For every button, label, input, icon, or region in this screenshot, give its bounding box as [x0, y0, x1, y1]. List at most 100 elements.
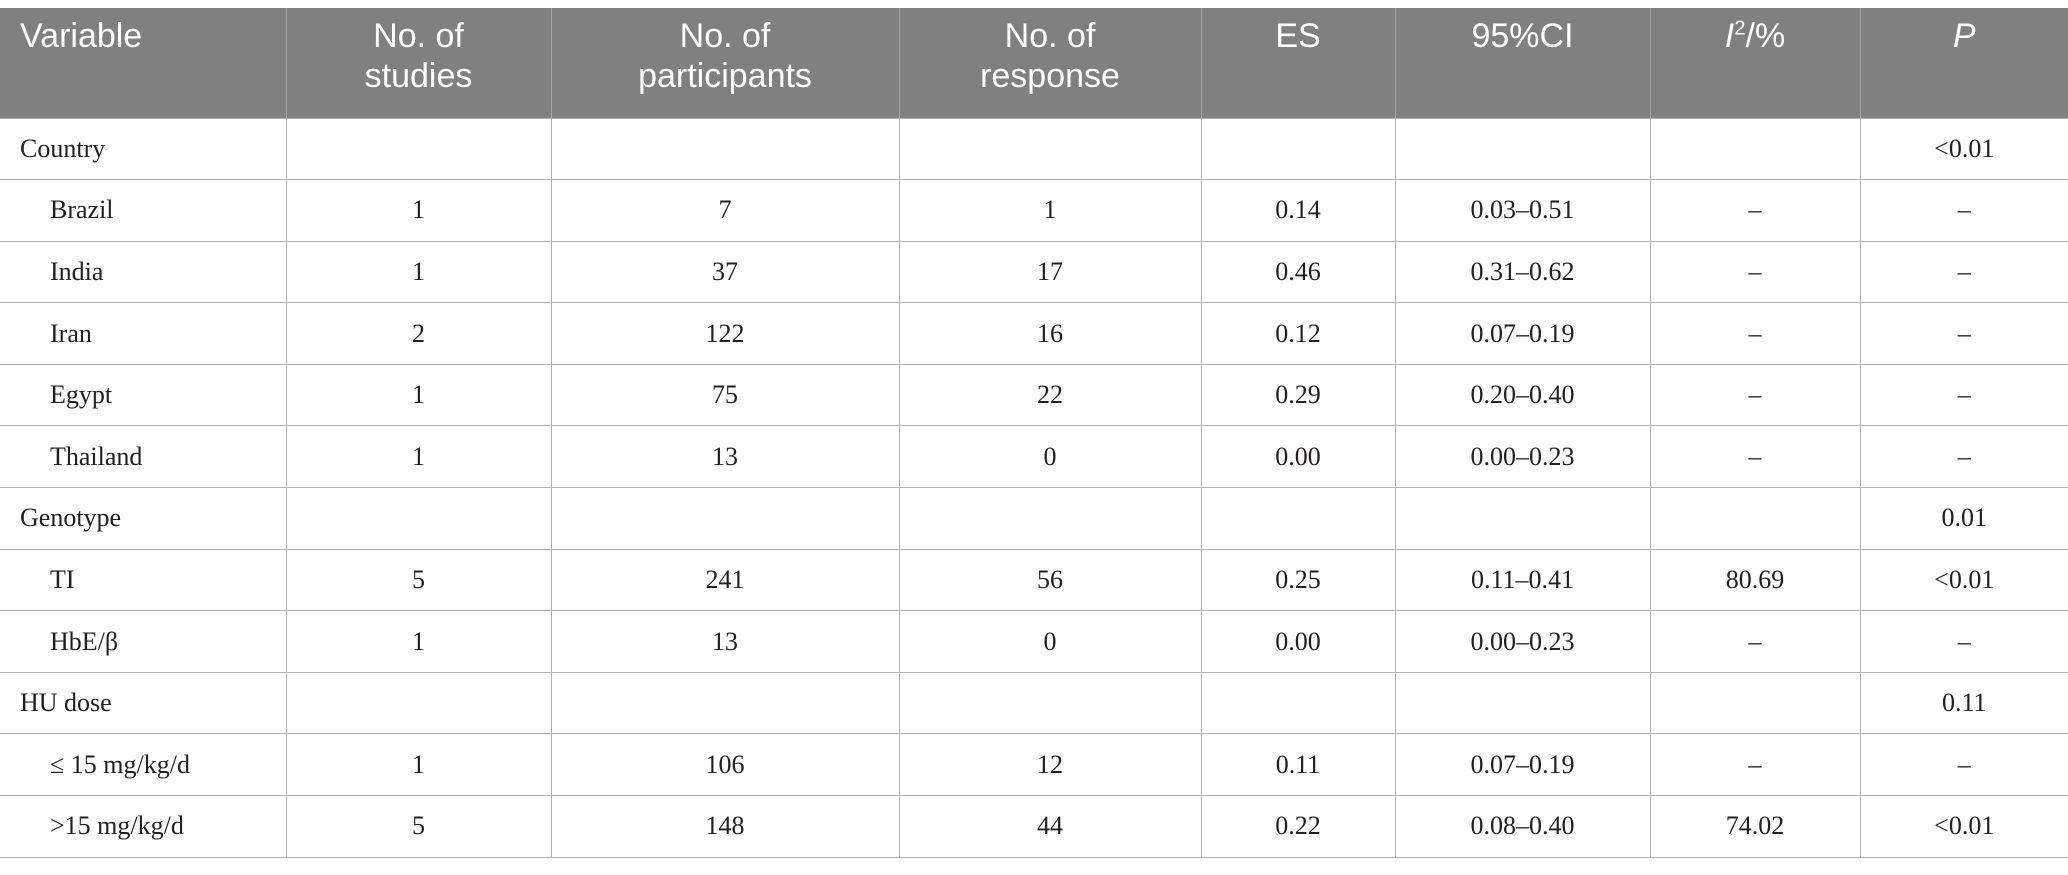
cell-ci — [1394, 671, 1651, 735]
cell-variable: Country — [0, 117, 287, 181]
cell-p: – — [1859, 733, 2068, 797]
cell-ci: 0.31–0.62 — [1394, 240, 1651, 304]
cell-participants — [550, 671, 900, 735]
cell-ci — [1394, 487, 1651, 550]
cell-participants: 13 — [550, 610, 900, 673]
cell-variable: TI — [0, 548, 287, 612]
cell-response — [898, 671, 1202, 735]
cell-es: 0.14 — [1200, 179, 1396, 242]
cell-i2: – — [1649, 363, 1861, 427]
table-body: Country <0.01 Brazil 1 7 1 0.14 0.03–0.51– – Indi… — [0, 117, 2068, 858]
cell-participants: 75 — [550, 363, 900, 427]
cell-response: 56 — [898, 548, 1202, 612]
cell-ci: 0.08–0.40 — [1394, 795, 1651, 858]
cell-i2 — [1649, 487, 1861, 550]
header-i2: I2/% — [1649, 8, 1860, 118]
header-variable: Variable — [0, 8, 286, 118]
cell-participants — [550, 487, 900, 550]
cell-p: – — [1859, 363, 2068, 427]
cell-studies: 1 — [285, 363, 552, 427]
header-response: No. of response — [898, 8, 1201, 118]
cell-studies: 1 — [285, 733, 552, 797]
cell-response: 22 — [898, 363, 1202, 427]
cell-response: 16 — [898, 302, 1202, 365]
cell-ci — [1394, 117, 1651, 181]
cell-i2: 80.69 — [1649, 548, 1861, 612]
cell-studies: 1 — [285, 179, 552, 242]
cell-response — [898, 487, 1202, 550]
cell-p: <0.01 — [1859, 117, 2068, 181]
cell-response: 0 — [898, 425, 1202, 489]
cell-participants: 37 — [550, 240, 900, 304]
cell-studies: 1 — [285, 240, 552, 304]
cell-studies — [285, 117, 552, 181]
cell-es: 0.29 — [1200, 363, 1396, 427]
cell-i2: 74.02 — [1649, 795, 1861, 858]
cell-i2: – — [1649, 240, 1861, 304]
cell-studies: 2 — [285, 302, 552, 365]
cell-p: 0.11 — [1859, 671, 2068, 735]
cell-i2 — [1649, 671, 1861, 735]
cell-participants: 148 — [550, 795, 900, 858]
header-studies: No. of studies — [285, 8, 551, 118]
cell-response: 44 — [898, 795, 1202, 858]
cell-es — [1200, 487, 1396, 550]
cell-variable: India — [0, 240, 287, 304]
cell-studies: 1 — [285, 425, 552, 489]
cell-variable: Egypt — [0, 363, 287, 427]
table-row: Thailand 1 13 0 0.00 0.00–0.23– – — [0, 425, 2068, 489]
cell-p: – — [1859, 240, 2068, 304]
cell-p: – — [1859, 610, 2068, 673]
cell-i2: – — [1649, 302, 1861, 365]
cell-studies: 5 — [285, 548, 552, 612]
cell-variable: HbE/β — [0, 610, 287, 673]
cell-participants: 7 — [550, 179, 900, 242]
header-participants: No. of participants — [550, 8, 899, 118]
header-es: ES — [1200, 8, 1395, 118]
cell-i2: – — [1649, 610, 1861, 673]
cell-es: 0.00 — [1200, 610, 1396, 673]
cell-variable: Brazil — [0, 179, 287, 242]
cell-variable: Iran — [0, 302, 287, 365]
cell-ci: 0.11–0.41 — [1394, 548, 1651, 612]
cell-p: – — [1859, 425, 2068, 489]
cell-variable: HU dose — [0, 671, 287, 735]
cell-p: – — [1859, 302, 2068, 365]
header-ci: 95%CI — [1394, 8, 1650, 118]
cell-participants: 106 — [550, 733, 900, 797]
header-row: Variable No. of studies No. of participant… — [0, 8, 2068, 118]
cell-ci: 0.07–0.19 — [1394, 733, 1651, 797]
cell-variable: >15 mg/kg/d — [0, 795, 287, 858]
cell-ci: 0.00–0.23 — [1394, 610, 1651, 673]
subgroup-analysis-table: Variable No. of studies No. of participant… — [0, 8, 2068, 858]
cell-ci: 0.07–0.19 — [1394, 302, 1651, 365]
cell-es: 0.00 — [1200, 425, 1396, 489]
cell-es: 0.11 — [1200, 733, 1396, 797]
cell-ci: 0.20–0.40 — [1394, 363, 1651, 427]
cell-response: 1 — [898, 179, 1202, 242]
cell-variable: ≤ 15 mg/kg/d — [0, 733, 287, 797]
table-row: >15 mg/kg/d 5 148 44 0.22 0.08–0.40 74.02 <0.01 — [0, 795, 2068, 858]
cell-ci: 0.03–0.51 — [1394, 179, 1651, 242]
cell-participants: 13 — [550, 425, 900, 489]
cell-studies — [285, 671, 552, 735]
table-header: Variable No. of studies No. of participant… — [0, 8, 2068, 118]
cell-i2: – — [1649, 425, 1861, 489]
table-row: HbE/β 1 13 0 0.00 0.00–0.23– – — [0, 610, 2068, 673]
cell-response — [898, 117, 1202, 181]
table-row: Iran 2 122 16 0.12 0.07–0.19– – — [0, 302, 2068, 365]
cell-variable: Thailand — [0, 425, 287, 489]
table-row: TI 5 241 56 0.25 0.11–0.41 80.69 <0.01 — [0, 548, 2068, 612]
table-row: Egypt 1 75 22 0.29 0.20–0.40– – — [0, 363, 2068, 427]
cell-response: 12 — [898, 733, 1202, 797]
cell-p: 0.01 — [1859, 487, 2068, 550]
cell-response: 0 — [898, 610, 1202, 673]
cell-p: <0.01 — [1859, 548, 2068, 612]
cell-p: <0.01 — [1859, 795, 2068, 858]
table-row: Brazil 1 7 1 0.14 0.03–0.51– – — [0, 179, 2068, 242]
group-row: HU dose 0.11 — [0, 671, 2068, 735]
cell-i2: – — [1649, 179, 1861, 242]
cell-i2 — [1649, 117, 1861, 181]
cell-participants: 241 — [550, 548, 900, 612]
cell-studies: 1 — [285, 610, 552, 673]
